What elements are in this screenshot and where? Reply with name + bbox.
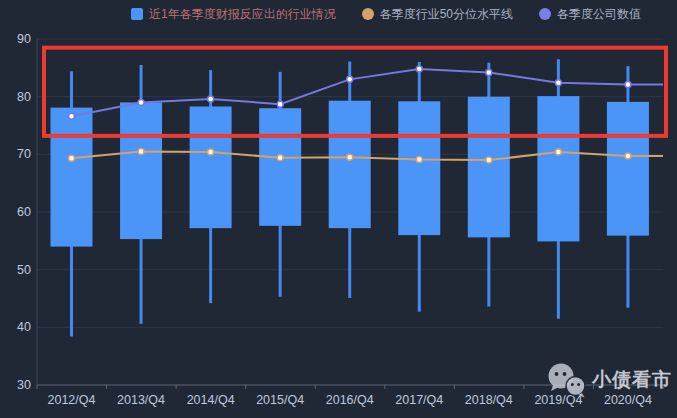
candle-box[interactable] [120, 102, 162, 239]
median-line-point[interactable] [277, 155, 283, 161]
median-line-point[interactable] [347, 154, 353, 160]
candlestick-series-marker [131, 8, 143, 20]
median-line-point[interactable] [555, 149, 561, 155]
x-tick-label: 2015/Q4 [256, 393, 304, 407]
company-line-point[interactable] [69, 113, 75, 119]
y-tick-label: 40 [17, 320, 31, 334]
y-tick-label: 90 [17, 32, 31, 46]
chart-legend: 近1年各季度财报反应出的行业情况 各季度行业50分位水平线 各季度公司数值 [131, 6, 641, 22]
legend-item-company-value[interactable]: 各季度公司数值 [539, 6, 641, 22]
x-tick-label: 2013/Q4 [117, 393, 165, 407]
median-line-point[interactable] [69, 155, 75, 161]
x-tick-label: 2017/Q4 [395, 393, 443, 407]
candle-box[interactable] [190, 106, 232, 228]
x-tick-label: 2016/Q4 [326, 393, 374, 407]
company-line-point[interactable] [416, 66, 422, 72]
median-line-point[interactable] [486, 157, 492, 163]
legend-label-industry-range: 近1年各季度财报反应出的行业情况 [149, 6, 336, 22]
median-line-point[interactable] [625, 153, 631, 159]
company-line-point[interactable] [555, 80, 561, 86]
candle-box[interactable] [51, 108, 93, 247]
y-tick-label: 80 [17, 90, 31, 104]
company-line-point[interactable] [486, 69, 492, 75]
wechat-icon [546, 362, 588, 398]
watermark: 小债看市 [546, 362, 672, 398]
legend-label-median-line: 各季度行业50分位水平线 [380, 6, 513, 22]
median-line-point[interactable] [416, 157, 422, 163]
y-tick-label: 70 [17, 147, 31, 161]
chart-plot: 90 80 70 60 50 40 30 2012/Q4 2013/Q4 2014/Q4 2015/… [0, 0, 677, 418]
candle-box[interactable] [468, 97, 510, 238]
candle-box[interactable] [607, 102, 649, 236]
company-line-point[interactable] [138, 99, 144, 105]
candle-box[interactable] [537, 96, 579, 241]
median-line-point[interactable] [208, 149, 214, 155]
company-line-point[interactable] [625, 82, 631, 88]
company-line-series-marker [539, 8, 551, 20]
x-tick-label: 2014/Q4 [187, 393, 235, 407]
candle-box[interactable] [329, 101, 371, 228]
company-line-point[interactable] [277, 101, 283, 107]
legend-label-company-value: 各季度公司数值 [557, 6, 641, 22]
y-tick-label: 60 [17, 205, 31, 219]
company-line-point[interactable] [347, 76, 353, 82]
y-tick-label: 50 [17, 263, 31, 277]
candle-box[interactable] [398, 101, 440, 235]
median-line-series-marker [362, 8, 374, 20]
industry-quarterly-boxplot-chart: 90 80 70 60 50 40 30 2012/Q4 2013/Q4 2014/Q4 2015/… [0, 0, 677, 418]
company-line-point[interactable] [208, 96, 214, 102]
watermark-text: 小债看市 [592, 367, 672, 393]
median-line-point[interactable] [138, 148, 144, 154]
x-tick-label: 2018/Q4 [465, 393, 513, 407]
x-tick-label: 2012/Q4 [48, 393, 96, 407]
legend-item-median-line[interactable]: 各季度行业50分位水平线 [362, 6, 513, 22]
candle-box[interactable] [259, 108, 301, 226]
legend-item-industry-range[interactable]: 近1年各季度财报反应出的行业情况 [131, 6, 336, 22]
y-tick-label: 30 [17, 378, 31, 392]
